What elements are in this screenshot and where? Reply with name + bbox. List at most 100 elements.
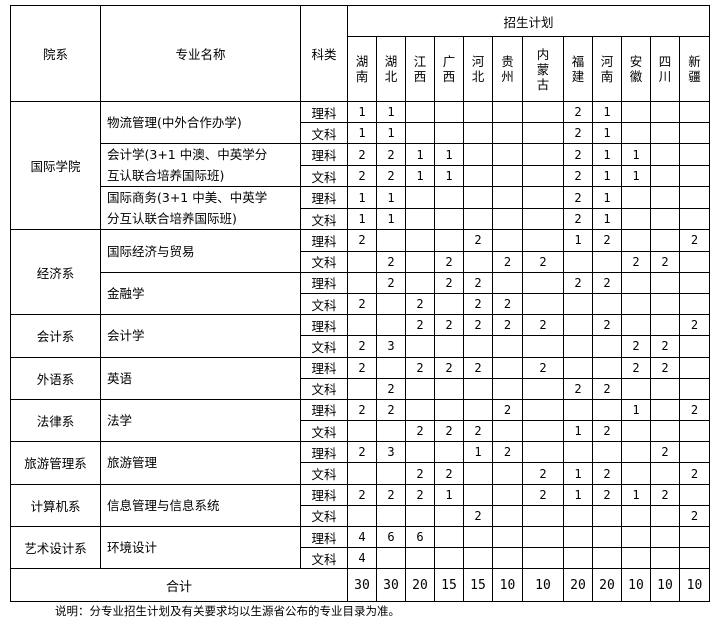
plan-cell [522,525,564,549]
plan-cell: 1 [376,100,406,124]
plan-cell [621,420,651,443]
plan-cell: 1 [434,483,464,506]
major-cell: 会计学 [100,314,301,358]
plan-cell: 2 [563,122,593,145]
plan-cell [650,525,680,549]
plan-cell: 2 [347,292,377,316]
table-row: 文科 2 2 2 1 2 [11,420,710,443]
plan-cell: 4 [347,547,377,570]
header-province: 湖北 [376,36,406,102]
plan-cell [592,504,622,528]
plan-cell: 2 [650,250,680,273]
plan-cell [522,271,564,294]
plan-cell [650,207,680,231]
total-cell: 10 [522,568,564,603]
plan-cell: 2 [592,420,622,443]
plan-cell [650,164,680,188]
plan-cell: 1 [434,164,464,188]
plan-cell [405,100,435,124]
category-cell: 文科 [300,207,348,231]
province-name: 湖南 [355,54,369,84]
plan-cell [522,377,564,400]
plan-cell: 2 [376,271,406,294]
plan-cell: 2 [492,314,523,337]
table-row: 文科 4 [11,547,710,570]
major-cell: 环境设计 [100,525,301,570]
plan-cell [592,250,622,273]
plan-cell: 2 [405,292,435,316]
plan-cell: 2 [463,314,493,337]
plan-cell [621,186,651,209]
plan-cell [522,504,564,528]
plan-cell [405,229,435,252]
province-name: 新疆 [688,54,701,84]
plan-cell: 2 [492,292,523,316]
plan-cell [492,335,523,358]
plan-cell [434,207,464,231]
major-cell: 国际商务(3+1 中美、中英学 分互认联合培养国际班) [100,186,301,231]
category-cell: 理科 [300,100,348,124]
plan-cell: 1 [347,207,377,231]
plan-cell: 1 [621,398,651,422]
plan-cell [679,122,710,145]
plan-cell [679,335,710,358]
plan-cell: 2 [463,271,493,294]
total-cell: 20 [405,568,435,603]
plan-cell: 1 [563,229,593,252]
plan-cell: 2 [376,398,406,422]
plan-cell [376,462,406,485]
header-province: 河北 [463,36,493,102]
header-category: 科类 [300,5,348,102]
plan-cell: 1 [376,207,406,231]
plan-cell: 2 [563,100,593,124]
plan-cell: 2 [434,314,464,337]
plan-cell: 2 [679,314,710,337]
category-cell: 文科 [300,504,348,528]
major-cell: 会计学(3+1 中澳、中英学分 互认联合培养国际班) [100,143,301,188]
header-province: 安徽 [621,36,651,102]
plan-cell [463,483,493,506]
plan-cell [347,377,377,400]
plan-cell [405,547,435,570]
plan-cell [492,207,523,231]
plan-cell: 2 [522,250,564,273]
plan-cell [650,186,680,209]
plan-cell [563,335,593,358]
plan-cell: 2 [347,483,377,506]
table-row: 外语系 英语 理科 2 2 2 2 2 2 2 [10,356,710,400]
plan-cell: 2 [679,504,710,528]
plan-cell: 2 [463,356,493,379]
plan-cell [522,229,564,252]
total-cell: 10 [621,568,651,603]
plan-cell [621,462,651,485]
category-cell: 理科 [300,229,348,252]
category-cell: 文科 [300,547,348,570]
table-row: 会计系 会计学 理科 2 2 2 2 2 2 2 [10,314,710,358]
plan-cell: 2 [522,314,564,337]
province-name: 湖北 [384,54,398,84]
plan-cell [650,314,680,337]
plan-cell [679,483,710,506]
plan-cell [463,164,493,188]
category-cell: 文科 [300,122,348,145]
plan-cell: 1 [592,164,622,188]
footnote: 说明：分专业招生计划及有关要求均以生源省公布的专业目录为准。 [55,604,400,618]
plan-cell [522,420,564,443]
plan-cell [522,398,564,422]
plan-cell [492,525,523,549]
plan-cell [347,420,377,443]
plan-cell [621,504,651,528]
plan-cell [679,420,710,443]
category-cell: 理科 [300,483,348,506]
plan-cell [405,250,435,273]
plan-cell: 2 [434,271,464,294]
plan-cell: 1 [621,143,651,166]
major-cell: 法学 [100,398,301,443]
header-plan: 招生计划 [347,5,710,37]
plan-cell: 2 [563,186,593,209]
plan-cell: 2 [347,143,377,166]
plan-cell: 2 [621,356,651,379]
table-row: 国际商务(3+1 中美、中英学 分互认联合培养国际班) 理科 1 1 2 1 [11,186,710,231]
category-cell: 文科 [300,420,348,443]
plan-cell: 2 [563,377,593,400]
